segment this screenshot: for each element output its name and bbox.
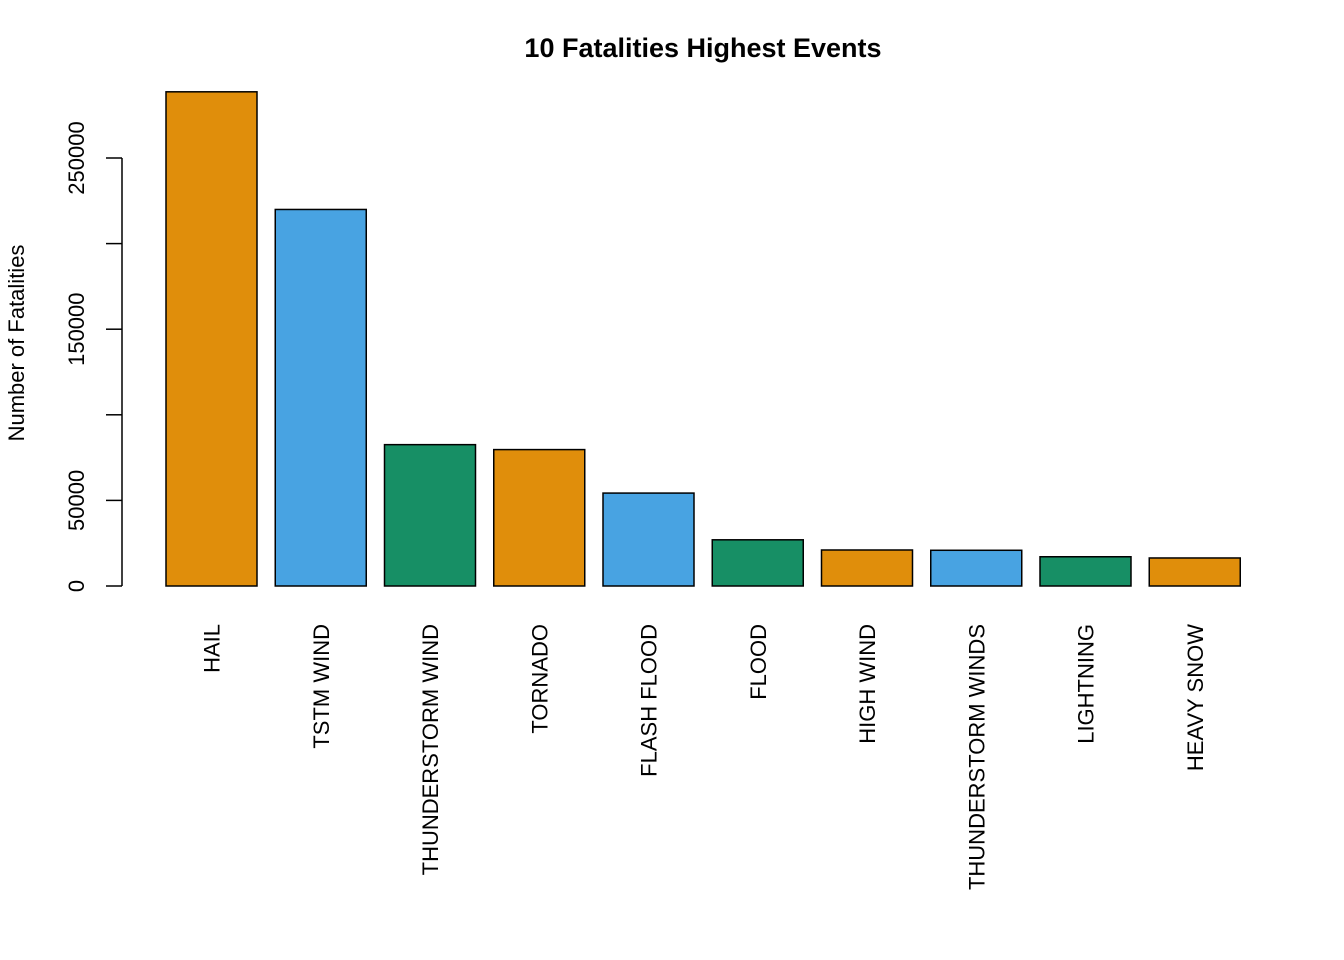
x-category-label: THUNDERSTORM WIND [418,624,443,875]
x-category-label: HEAVY SNOW [1183,624,1208,771]
x-category-label: TORNADO [527,624,552,734]
bar-thunderstorm-winds [930,549,1023,587]
x-category-label: HIGH WIND [855,624,880,744]
x-category-label: FLASH FLOOD [637,624,662,777]
x-category-label: FLOOD [746,624,771,700]
y-tick-label: 150000 [64,292,89,365]
bar-flood [711,539,804,587]
chart-title: 10 Fatalities Highest Events [524,33,881,63]
bar-thunderstorm-wind [383,443,477,587]
y-axis: 0 50000 150000 250000 [64,121,123,592]
bar-flash-flood [602,492,695,587]
category-labels: HAIL TSTM WIND THUNDERSTORM WIND TORNADO FLA… [200,624,1208,890]
x-category-label: LIGHTNING [1074,624,1099,744]
x-category-label: HAIL [200,624,225,673]
bar-high-wind [820,549,914,587]
bar-tornado [493,448,586,587]
x-category-label: TSTM WIND [309,624,334,749]
y-tick-label: 50000 [64,470,89,531]
bar-hail [165,91,258,587]
bar-heavy-snow [1148,557,1241,587]
y-axis-label: Number of Fatalities [4,245,29,442]
x-category-label: THUNDERSTORM WINDS [964,624,989,890]
y-tick-label: 0 [64,580,89,592]
y-tick-label: 250000 [64,121,89,194]
bar-tstm-wind [274,208,367,587]
bar-lightning [1039,556,1132,587]
bars-group [165,91,1241,587]
